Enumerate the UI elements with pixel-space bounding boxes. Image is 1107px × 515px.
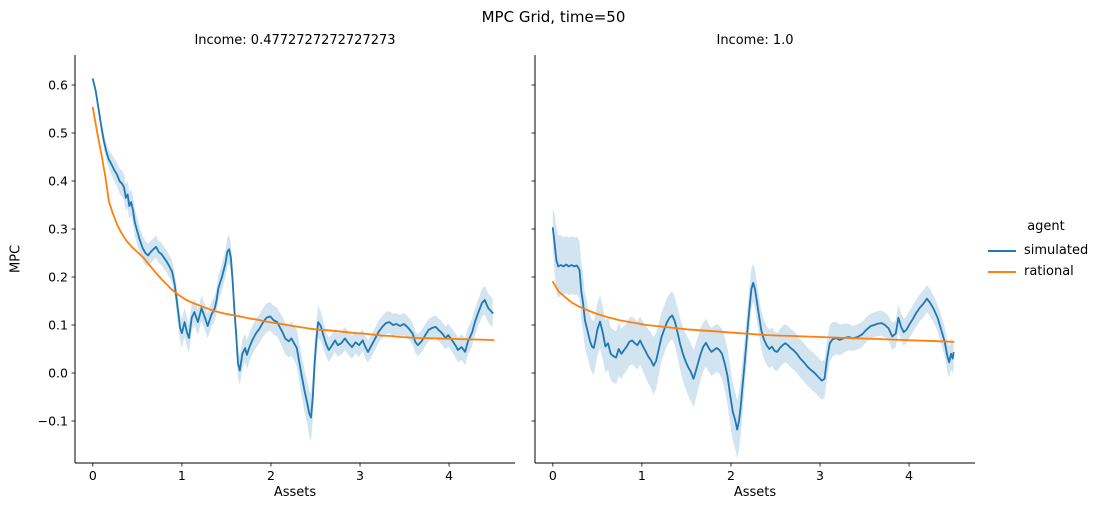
y-tick-label: 0.1 bbox=[48, 318, 68, 333]
x-tick-label: 1 bbox=[178, 468, 186, 483]
subplot-left-title: Income: 0.4772727272727273 bbox=[194, 33, 396, 48]
legend-label-rational: rational bbox=[1024, 264, 1074, 279]
x-tick-label: 2 bbox=[267, 468, 275, 483]
y-tick-label: 0.3 bbox=[48, 222, 68, 237]
y-tick-label: 0.4 bbox=[48, 174, 68, 189]
y-tick-label: −0.1 bbox=[38, 414, 68, 429]
x-tick-label: 3 bbox=[356, 468, 364, 483]
x-tick-label: 2 bbox=[727, 468, 735, 483]
x-tick-label: 1 bbox=[638, 468, 646, 483]
legend-title: agent bbox=[1027, 219, 1065, 234]
legend-label-simulated: simulated bbox=[1024, 243, 1089, 258]
simulated-line-swatch bbox=[988, 249, 1016, 252]
x-tick-label: 3 bbox=[816, 468, 824, 483]
y-tick-label: 0.0 bbox=[48, 366, 68, 381]
x-tick-label: 4 bbox=[905, 468, 913, 483]
confidence-band bbox=[92, 75, 493, 442]
x-tick-label: 0 bbox=[549, 468, 557, 483]
simulated-line bbox=[551, 227, 955, 431]
x-tick-label: 0 bbox=[89, 468, 97, 483]
subplot-right: 0 1 2 3 4 bbox=[531, 55, 975, 483]
legend-item-simulated: simulated bbox=[988, 240, 1104, 261]
subplot-right-title: Income: 1.0 bbox=[716, 33, 794, 48]
y-tick-label: 0.6 bbox=[48, 78, 68, 93]
x-axis-label-right: Assets bbox=[733, 485, 777, 500]
rational-line-swatch bbox=[988, 270, 1016, 273]
legend: agent simulated rational bbox=[988, 219, 1104, 282]
y-tick-label: 0.5 bbox=[48, 126, 68, 141]
rational-line bbox=[91, 106, 495, 341]
x-tick-label: 4 bbox=[445, 468, 453, 483]
x-axis-label-left: Assets bbox=[273, 485, 317, 500]
confidence-band bbox=[552, 208, 954, 459]
figure-title: MPC Grid, time=50 bbox=[481, 8, 626, 26]
rational-line bbox=[551, 280, 955, 343]
y-tick-label: 0.2 bbox=[48, 270, 68, 285]
legend-item-rational: rational bbox=[988, 261, 1104, 282]
subplot-left: 0 1 2 3 4 −0.1 0.0 0.1 0.2 0.3 0.4 0.5 0.6 bbox=[38, 55, 515, 483]
